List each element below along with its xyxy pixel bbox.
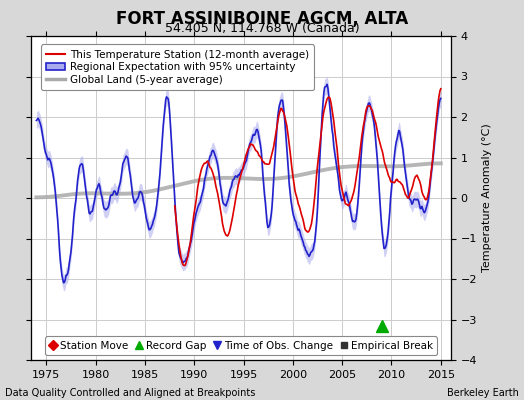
Text: Data Quality Controlled and Aligned at Breakpoints: Data Quality Controlled and Aligned at B… <box>5 388 256 398</box>
Text: Berkeley Earth: Berkeley Earth <box>447 388 519 398</box>
Text: FORT ASSINIBOINE AGCM, ALTA: FORT ASSINIBOINE AGCM, ALTA <box>116 10 408 28</box>
Text: 54.405 N, 114.768 W (Canada): 54.405 N, 114.768 W (Canada) <box>165 22 359 35</box>
Legend: Station Move, Record Gap, Time of Obs. Change, Empirical Break: Station Move, Record Gap, Time of Obs. C… <box>45 336 438 355</box>
Y-axis label: Temperature Anomaly (°C): Temperature Anomaly (°C) <box>483 124 493 272</box>
